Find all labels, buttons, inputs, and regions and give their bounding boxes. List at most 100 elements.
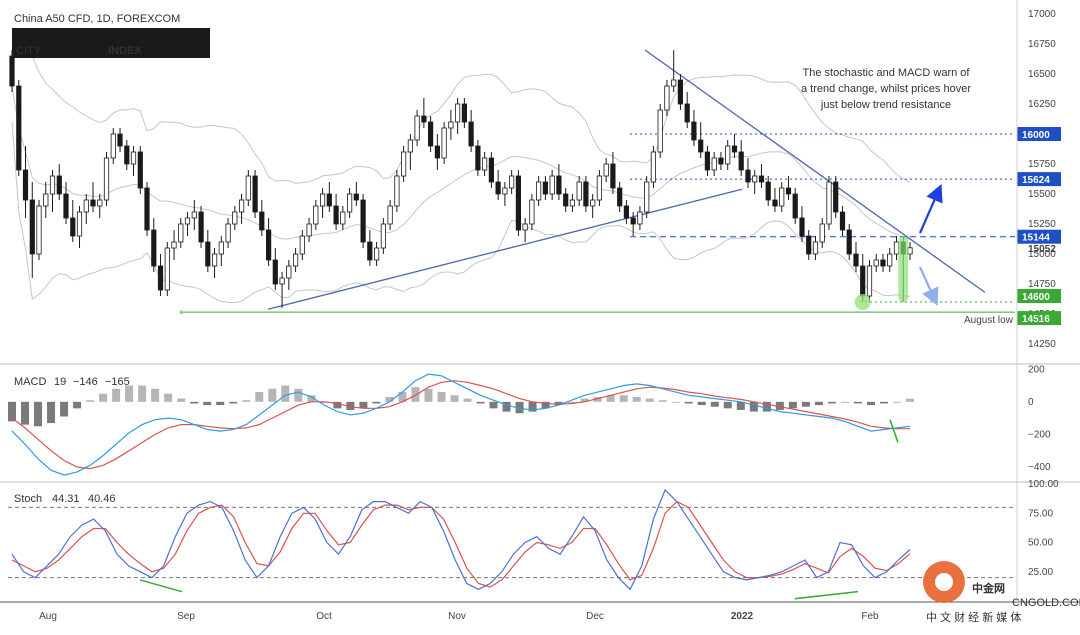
price-tick-label: 15000 [1028,249,1056,260]
candle-body [259,211,265,231]
stoch-divergence-early [139,579,183,593]
macd-histogram-bar [567,401,576,403]
candle-body [319,193,326,207]
macd-histogram-bar [853,401,862,404]
macd-histogram-bar [476,401,485,404]
candle-body [63,193,69,219]
macd-histogram-bar [216,401,225,406]
candle-body [590,199,596,207]
macd-histogram-bar [437,392,446,402]
candle-body [29,199,35,255]
bollinger-mid [11,85,911,240]
macd-line-value: −146 [73,376,98,388]
candle-body [22,169,29,201]
candle-body [373,247,380,261]
price-pane: 1425014500147501500015250155001575016000… [0,9,1080,365]
candle-body [522,223,528,231]
stoch-d-value: 40.46 [88,493,116,505]
macd-histogram-bar [99,393,108,402]
macd-histogram-bar [307,395,316,402]
watermark-url: CNGOLD.COM.CN [1012,597,1080,609]
candle-body [461,103,468,123]
candle-body [171,241,177,249]
candle-body [806,235,812,255]
candle-body [211,253,218,267]
x-tick-label: Sep [177,611,195,622]
macd-hist-value: 19 [54,376,66,388]
level-tag-14516 [1017,311,1061,326]
candle-body [765,181,771,201]
candle-body [664,85,670,111]
candle-body [407,139,414,153]
candle-body [117,133,123,147]
macd-signal-value: −165 [105,376,130,388]
candle-body [130,151,137,165]
macd-histogram-bar [684,401,693,404]
candle-body [752,175,758,183]
macd-histogram-bar [112,388,121,402]
candle-body [542,181,549,195]
macd-histogram-bar [203,401,212,406]
candle-body [178,223,184,243]
candle-body [110,133,116,159]
candle-body [785,187,792,195]
candle-body [529,199,535,225]
candle-body [137,151,143,189]
candle-body [299,235,305,255]
candle-body [893,241,900,255]
macd-histogram-bar [424,388,433,402]
candle-body [313,205,319,225]
price-tick-label: 14250 [1028,339,1056,350]
macd-histogram-bar [697,401,706,406]
x-tick-label: Dec [586,611,604,622]
candle-body [907,247,913,255]
level-tag-14600 [1017,289,1061,303]
candle-body [563,193,569,207]
candle-body [49,175,56,195]
x-tick-label: 2022 [731,611,754,622]
watermark-logo-inner [935,573,953,591]
candle-body [873,259,879,267]
candle-body [76,211,83,237]
candle-body [772,199,778,207]
candle-body [644,181,650,213]
candle-body [738,151,744,171]
candle-body [725,145,731,165]
support-label: August low [964,315,1014,326]
candle-body [367,241,373,261]
candle-body [16,85,22,171]
macd-histogram-bar [164,393,173,402]
candle-body [427,121,434,147]
macd-histogram-bar [736,401,745,410]
macd-histogram-bar [151,388,160,402]
macd-histogram-bar [359,401,368,409]
candle-body [502,187,508,195]
candle-body [887,253,893,267]
stoch-title: Stoch [14,493,42,505]
level-tag-label: 15624 [1022,175,1050,186]
candle-body [846,229,852,255]
candle-body [536,181,542,201]
candle-body [306,223,312,237]
candle-body [151,229,157,267]
macd-histogram-bar [242,400,251,402]
candle-body [394,175,400,207]
candle-body [468,121,474,147]
candle-body [43,193,49,207]
bullish-arrow [918,183,943,234]
candle-body [454,103,461,123]
candle-body [853,253,859,267]
candle-body [812,241,819,255]
macd-histogram-bar [580,398,589,402]
macd-histogram-bar [73,401,82,409]
candle-body [97,199,103,207]
candle-body [576,181,582,201]
candle-body [292,253,299,267]
macd-histogram-bar [255,392,264,402]
candle-body [691,121,697,141]
candle-body [718,157,724,165]
macd-histogram-bar [372,401,381,404]
candle-body [144,187,150,231]
candle-body [758,175,765,183]
macd-histogram-bar [658,400,667,402]
